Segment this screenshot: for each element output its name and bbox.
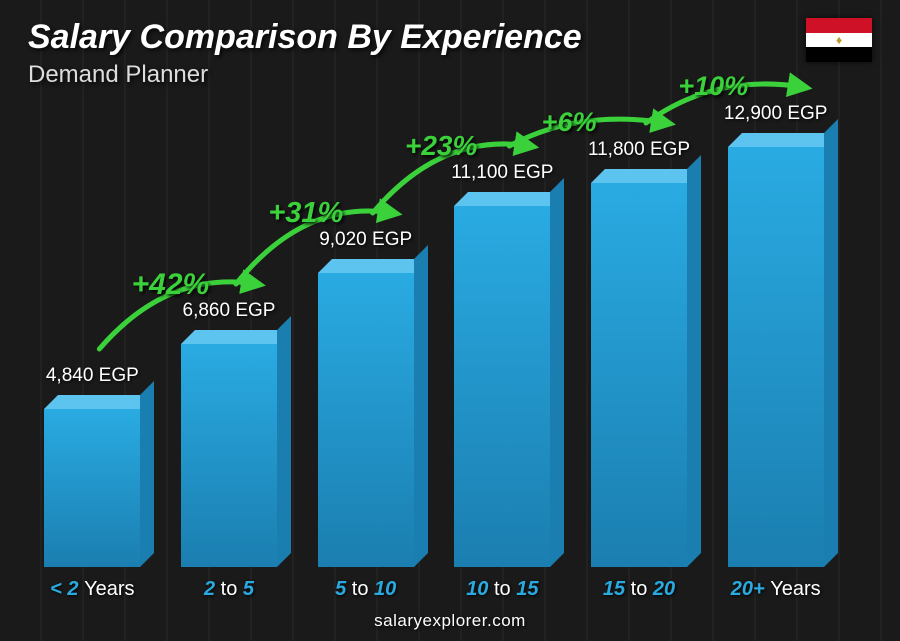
- flag-emblem-icon: ♦: [836, 33, 842, 47]
- bar-front: 9,020 EGP: [318, 273, 414, 567]
- bar: 11,100 EGP: [454, 206, 550, 567]
- flag-stripe-bottom: [806, 47, 872, 62]
- bar-category-label: 2 to 5: [204, 578, 254, 601]
- bar-side-face: [687, 155, 701, 567]
- bar: 9,020 EGP: [318, 273, 414, 567]
- bar-top-face: [181, 330, 291, 344]
- bar-side-face: [824, 119, 838, 567]
- bar-top-face: [454, 192, 564, 206]
- bar-group: 9,020 EGP5 to 10: [301, 273, 430, 567]
- bar-top-face: [44, 395, 154, 409]
- bar-value-label: 11,800 EGP: [588, 139, 690, 161]
- footer-credit: salaryexplorer.com: [0, 611, 900, 631]
- bar-group: 4,840 EGP< 2 Years: [28, 409, 157, 567]
- bar-value-label: 11,100 EGP: [451, 162, 553, 184]
- bar-front: 4,840 EGP: [44, 409, 140, 567]
- bar-category-label: 15 to 20: [603, 578, 675, 601]
- bar: 11,800 EGP: [591, 183, 687, 567]
- bar-value-label: 4,840 EGP: [46, 365, 139, 387]
- bar-group: 11,800 EGP15 to 20: [575, 183, 704, 567]
- bar-side-face: [414, 245, 428, 567]
- bar-side-face: [550, 178, 564, 567]
- bar-top-face: [728, 133, 838, 147]
- bar-front: 12,900 EGP: [728, 147, 824, 567]
- bar-category-label: 5 to 10: [335, 578, 396, 601]
- bar-category-label: 20+ Years: [731, 578, 821, 601]
- bar-chart: 4,840 EGP< 2 Years6,860 EGP2 to 59,020 E…: [28, 97, 840, 567]
- bar-group: 12,900 EGP20+ Years: [711, 147, 840, 567]
- bar-value-label: 6,860 EGP: [183, 300, 276, 322]
- flag-stripe-top: [806, 18, 872, 33]
- bar-side-face: [140, 381, 154, 567]
- header: Salary Comparison By Experience Demand P…: [28, 18, 872, 89]
- bar-side-face: [277, 316, 291, 567]
- page-subtitle: Demand Planner: [28, 61, 872, 89]
- bar-group: 6,860 EGP2 to 5: [165, 344, 294, 567]
- bar: 12,900 EGP: [728, 147, 824, 567]
- bar-front: 6,860 EGP: [181, 344, 277, 567]
- bar-value-label: 12,900 EGP: [724, 103, 828, 125]
- bar-front: 11,100 EGP: [454, 206, 550, 567]
- bar-value-label: 9,020 EGP: [319, 229, 412, 251]
- bar-category-label: < 2 Years: [50, 578, 134, 601]
- bar-group: 11,100 EGP10 to 15: [438, 206, 567, 567]
- bar: 6,860 EGP: [181, 344, 277, 567]
- country-flag-icon: ♦: [806, 18, 872, 62]
- bar: 4,840 EGP: [44, 409, 140, 567]
- page-title: Salary Comparison By Experience: [28, 18, 872, 57]
- bar-top-face: [591, 169, 701, 183]
- bar-front: 11,800 EGP: [591, 183, 687, 567]
- bar-top-face: [318, 259, 428, 273]
- bar-category-label: 10 to 15: [466, 578, 538, 601]
